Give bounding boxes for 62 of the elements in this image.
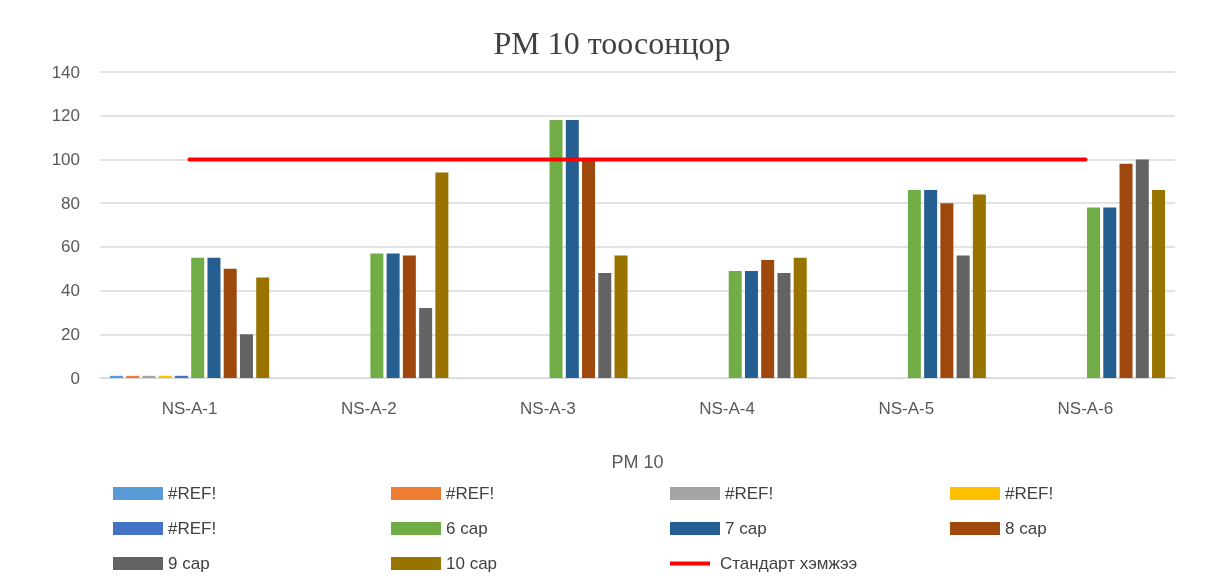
x-tick-label: NS-A-6 bbox=[1057, 399, 1114, 418]
x-tick-label: NS-A-1 bbox=[161, 399, 218, 418]
bar bbox=[1135, 159, 1149, 378]
x-axis-title: PM 10 bbox=[611, 452, 664, 472]
bar bbox=[956, 255, 970, 378]
bar bbox=[370, 253, 384, 378]
y-tick-label: 140 bbox=[51, 62, 80, 82]
y-tick-label: 20 bbox=[61, 324, 80, 344]
y-tick-label: 80 bbox=[61, 193, 80, 213]
bar bbox=[549, 120, 563, 378]
legend-label: #REF! bbox=[725, 484, 774, 503]
bar bbox=[777, 273, 791, 378]
y-tick-label: 60 bbox=[61, 237, 80, 257]
bar bbox=[256, 277, 270, 378]
bar bbox=[614, 255, 628, 378]
legend-label: 7 сар bbox=[725, 519, 767, 538]
bar bbox=[1103, 207, 1117, 378]
bar bbox=[565, 120, 579, 378]
legend-label: 8 сар bbox=[1005, 519, 1047, 538]
bar bbox=[142, 375, 156, 378]
bar bbox=[239, 334, 253, 378]
bar bbox=[728, 270, 742, 378]
bar bbox=[223, 268, 237, 378]
bar bbox=[924, 190, 938, 378]
bar bbox=[598, 273, 612, 378]
bar bbox=[419, 308, 433, 378]
bar bbox=[435, 172, 449, 378]
x-tick-label: NS-A-5 bbox=[878, 399, 935, 418]
bar bbox=[1087, 207, 1101, 378]
bar bbox=[109, 375, 123, 378]
bar bbox=[174, 375, 188, 378]
y-tick-label: 40 bbox=[61, 281, 80, 301]
legend-label: Стандарт хэмжээ bbox=[720, 554, 858, 573]
y-tick-label: 120 bbox=[51, 106, 80, 126]
bar bbox=[972, 194, 986, 378]
legend-label: 6 сар bbox=[446, 519, 488, 538]
bar bbox=[126, 375, 140, 378]
legend-label: #REF! bbox=[446, 484, 495, 503]
bar bbox=[158, 375, 172, 378]
bar bbox=[582, 159, 596, 378]
legend-label: 9 сар bbox=[168, 554, 210, 573]
legend-label: 10 сар bbox=[446, 554, 498, 573]
legend-label: #REF! bbox=[1005, 484, 1054, 503]
bar bbox=[207, 257, 221, 378]
bar bbox=[940, 203, 954, 378]
bar bbox=[386, 253, 400, 378]
bar bbox=[761, 259, 775, 378]
bar bbox=[793, 257, 807, 378]
y-tick-label: 0 bbox=[70, 368, 80, 388]
bar bbox=[1152, 190, 1166, 378]
bar bbox=[402, 255, 416, 378]
y-tick-label: 100 bbox=[51, 149, 80, 169]
legend-label: #REF! bbox=[168, 519, 217, 538]
bar bbox=[744, 270, 758, 378]
legend-label: #REF! bbox=[168, 484, 217, 503]
bar bbox=[1119, 163, 1133, 378]
bar bbox=[907, 190, 921, 378]
x-tick-label: NS-A-2 bbox=[340, 399, 397, 418]
chart-title: PM 10 тоосонцор bbox=[493, 25, 731, 61]
x-tick-label: NS-A-4 bbox=[699, 399, 755, 418]
x-tick-label: NS-A-3 bbox=[520, 399, 576, 418]
bar bbox=[191, 257, 205, 378]
